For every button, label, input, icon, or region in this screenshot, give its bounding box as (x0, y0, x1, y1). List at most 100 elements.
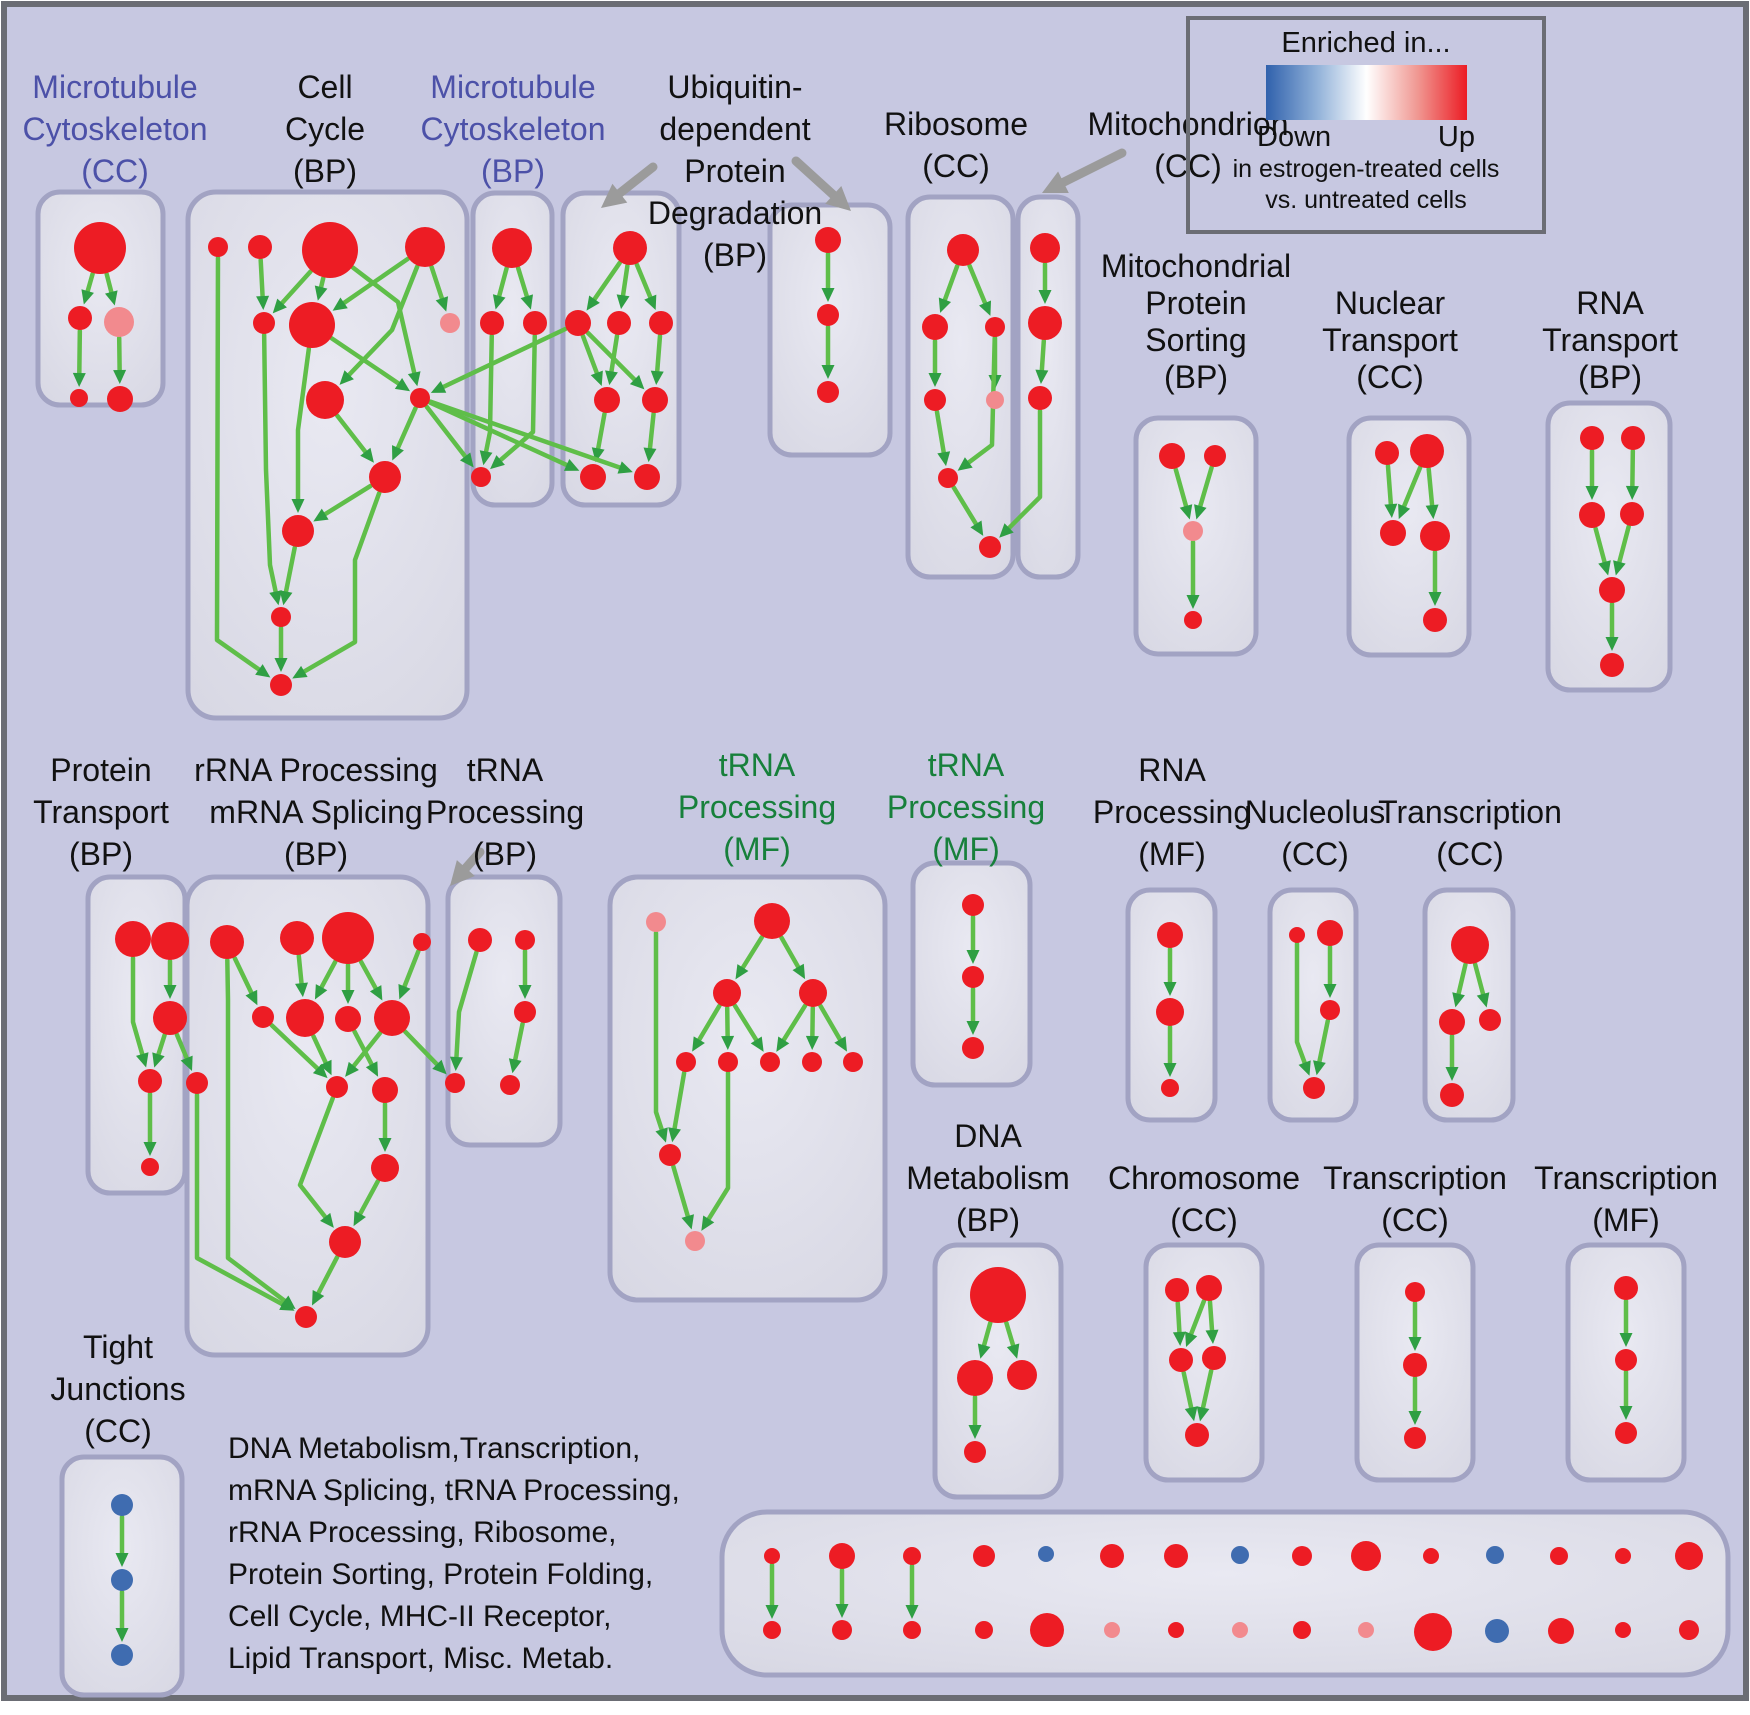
go-term-node (1293, 1621, 1311, 1639)
go-term-node (1615, 1422, 1637, 1444)
go-edge (1205, 1299, 1219, 1345)
go-term-node (1479, 1009, 1501, 1031)
legend-down-label: Down (1257, 121, 1332, 153)
misc-text-line: rRNA Processing, Ribosome, (228, 1516, 617, 1549)
go-edge (515, 265, 534, 310)
go-term-node (986, 391, 1004, 409)
go-edge (402, 1029, 447, 1075)
go-term-node (1292, 1546, 1312, 1566)
cluster-label-dm: DNA (954, 1118, 1022, 1154)
go-term-node (1451, 926, 1489, 964)
go-term-node (440, 313, 460, 333)
go-term-node (480, 311, 504, 335)
go-term-node (253, 312, 275, 334)
go-edge (492, 266, 509, 310)
go-edge (313, 483, 373, 522)
go-term-node (1156, 998, 1184, 1026)
go-edge (427, 400, 580, 471)
go-edge (297, 1095, 336, 1228)
go-term-node (329, 1226, 361, 1258)
go-term-node (1410, 434, 1444, 468)
cluster-label-pt: Protein (50, 752, 151, 788)
go-edge (1181, 1370, 1198, 1422)
go-edge (430, 326, 568, 393)
go-term-node (289, 302, 335, 348)
go-term-node (1414, 1613, 1452, 1651)
go-edge (805, 1005, 819, 1051)
cluster-label-ubiquitin: Degradation (648, 195, 822, 231)
go-edge (1194, 465, 1214, 520)
go-term-node (500, 1075, 520, 1095)
go-edge (291, 346, 312, 513)
cluster-label-mps: (BP) (1164, 359, 1228, 395)
cluster-box-tc (1422, 887, 1516, 1123)
go-term-node (371, 1154, 399, 1182)
go-term-node (754, 903, 790, 939)
go-term-node (1615, 1548, 1631, 1564)
go-term-node (764, 1548, 780, 1564)
go-term-node (302, 222, 358, 278)
cluster-box-nt (1346, 415, 1472, 658)
go-edge (1593, 526, 1611, 576)
go-edge (1196, 1368, 1214, 1422)
cluster-label-mt_cc: (CC) (81, 153, 149, 189)
go-term-node (1317, 920, 1343, 946)
go-term-node (151, 922, 189, 960)
go-term-node (271, 607, 291, 627)
go-edge (214, 255, 271, 678)
cluster-label-ribosome: (CC) (922, 148, 990, 184)
go-edge (1185, 1298, 1207, 1347)
go-term-node (1679, 1620, 1699, 1640)
go-edge (295, 953, 308, 998)
go-term-node (107, 386, 133, 412)
go-term-node (962, 966, 984, 988)
go-edge (1163, 1024, 1177, 1077)
go-term-node (374, 1000, 410, 1036)
go-edge (104, 271, 118, 306)
go-edge (392, 405, 418, 461)
go-edge (586, 260, 622, 311)
go-term-node (280, 921, 314, 955)
cluster-label-tc: Transcription (1378, 794, 1562, 830)
cluster-label-rp: (MF) (1138, 836, 1206, 872)
go-term-node (565, 310, 591, 336)
go-edge (329, 336, 411, 392)
go-term-node (964, 1441, 986, 1463)
go-term-node (1423, 608, 1447, 632)
go-term-node (1600, 653, 1624, 677)
go-edge (1472, 962, 1490, 1008)
go-edge (1605, 601, 1619, 651)
go-edge (1619, 1298, 1633, 1347)
go-term-node (492, 228, 532, 268)
go-edge (1163, 946, 1177, 996)
go-term-node (1030, 233, 1060, 263)
go-term-node (1486, 1546, 1504, 1564)
go-term-node (1030, 1613, 1064, 1647)
cluster-label-mps: Sorting (1145, 322, 1246, 358)
go-edge (115, 1514, 129, 1567)
legend-subtitle-1: in estrogen-treated cells (1232, 155, 1500, 183)
cluster-box-dm (932, 1242, 1064, 1500)
go-edge (1625, 448, 1639, 501)
go-edge (653, 930, 668, 1143)
go-term-node (1675, 1542, 1703, 1570)
go-term-node (973, 1545, 995, 1567)
go-term-node (208, 237, 228, 257)
go-edge (274, 625, 288, 672)
go-edge (352, 1029, 379, 1077)
go-edge (821, 324, 835, 379)
cluster-label-tm1: (MF) (723, 831, 791, 867)
go-edge (1445, 1033, 1459, 1081)
go-edge (232, 955, 258, 1006)
go-edge (279, 545, 297, 606)
go-edge (1398, 465, 1423, 520)
cluster-label-dm: (BP) (956, 1202, 1020, 1238)
cluster-label-rp: Processing (1093, 794, 1251, 830)
go-term-node (962, 894, 984, 916)
cluster-label-rr: mRNA Splicing (209, 794, 422, 830)
cluster-label-ubiquitin: Protein (684, 153, 785, 189)
go-term-node (326, 1076, 348, 1098)
legend-gradient-bar (1265, 65, 1467, 120)
go-edge (977, 1320, 993, 1359)
go-term-node (514, 1001, 536, 1023)
